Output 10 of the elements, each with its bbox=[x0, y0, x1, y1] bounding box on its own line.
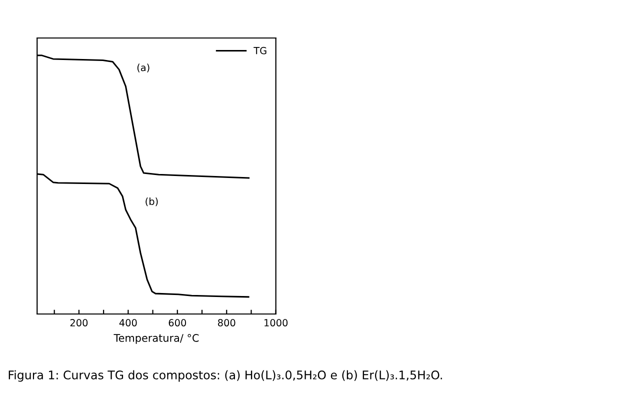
annotation: (a) bbox=[137, 64, 150, 72]
x-tick-label: 200 bbox=[70, 319, 88, 326]
x-axis-title: Temperatura/ °C bbox=[114, 334, 199, 344]
text: Figura 1: Curvas TG dos compostos: (a) Ho(L)₃.0,5H₂O e (b) Er(L)₃.1,5H₂O. bbox=[8, 370, 442, 382]
annotation: (b) bbox=[146, 198, 158, 206]
x-tick-label: 1000 bbox=[264, 319, 288, 326]
x-tick-label: 800 bbox=[218, 319, 236, 326]
x-tick-label: 600 bbox=[168, 319, 186, 326]
legend-label: TG bbox=[254, 46, 266, 54]
x-tick-label: 400 bbox=[119, 319, 137, 326]
